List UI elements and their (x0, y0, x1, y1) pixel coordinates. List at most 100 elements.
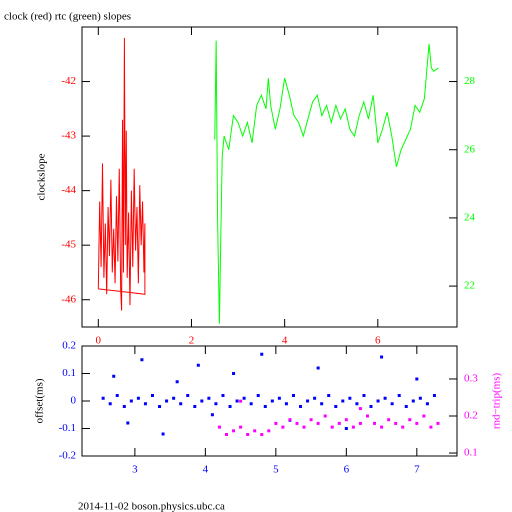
y2-tick-label: 24 (464, 211, 476, 223)
data-point (337, 421, 341, 425)
data-point (150, 394, 154, 397)
x-tick-label: 6 (344, 464, 350, 476)
x-tick-label: 0 (96, 335, 102, 347)
data-point (129, 399, 133, 403)
data-point (249, 402, 253, 406)
x-tick-label: 2 (189, 335, 195, 347)
data-point (373, 421, 377, 425)
data-point (260, 352, 264, 356)
data-point (432, 394, 436, 397)
y-tick-label: -44 (61, 184, 76, 196)
data-point (253, 429, 257, 433)
x-tick-label: 6 (375, 335, 381, 347)
data-point (313, 396, 317, 400)
y-tick-label: 0.2 (62, 340, 76, 352)
data-point (358, 421, 362, 425)
data-point (242, 396, 246, 400)
data-point (186, 394, 190, 397)
data-point (330, 425, 334, 429)
data-point (270, 399, 274, 403)
data-point (221, 394, 225, 397)
data-point (344, 427, 348, 430)
y2-tick-label: 0.1 (464, 447, 478, 459)
data-point (341, 399, 345, 403)
data-point (334, 405, 338, 408)
y-tick-label: -43 (61, 130, 76, 142)
data-line (214, 40, 439, 324)
data-point (232, 372, 236, 375)
data-point (355, 402, 359, 406)
data-point (306, 399, 310, 403)
data-point (165, 399, 169, 403)
data-point (196, 363, 200, 367)
y2-tick-label: 28 (464, 75, 476, 87)
y-tick-label: -0.2 (59, 450, 76, 462)
data-point (281, 425, 285, 429)
data-point (179, 402, 183, 406)
data-point (436, 421, 440, 425)
data-point (383, 396, 387, 400)
data-point (143, 402, 147, 406)
data-point (284, 402, 288, 406)
data-point (288, 418, 292, 422)
data-point (309, 418, 313, 422)
data-point (362, 394, 366, 397)
y-axis-label: offset(ms) (34, 378, 46, 423)
data-point (365, 414, 369, 418)
chart-title: clock (red) rtc (green) slopes (4, 11, 131, 23)
data-point (260, 433, 264, 437)
data-point (210, 413, 214, 417)
data-point (161, 432, 165, 436)
data-point (246, 433, 250, 437)
y-tick-label: -42 (61, 75, 76, 87)
data-point (320, 402, 324, 406)
x-tick-label: 4 (282, 335, 288, 347)
x-tick-label: 4 (203, 464, 209, 476)
data-point (327, 394, 331, 397)
data-point (256, 394, 260, 397)
y-tick-label: -0.1 (59, 422, 76, 434)
data-point (302, 425, 306, 429)
data-point (415, 377, 419, 381)
data-point (193, 405, 197, 408)
data-point (136, 396, 140, 400)
data-point (323, 414, 327, 418)
data-point (274, 421, 278, 425)
data-point (299, 405, 303, 408)
data-point (351, 425, 355, 429)
data-point (267, 429, 271, 433)
data-point (316, 366, 320, 370)
data-point (291, 394, 295, 397)
data-point (422, 414, 426, 418)
data-point (217, 425, 221, 429)
data-point (418, 396, 422, 400)
data-point (358, 407, 362, 411)
y2-tick-label: 0.2 (464, 410, 478, 422)
data-point (225, 433, 229, 437)
footer: 2014-11-02 boson.physics.ubc.ca (78, 501, 225, 512)
y2-axis-label: rnd−trip(ms) (491, 373, 503, 430)
data-point (115, 394, 119, 397)
data-point (175, 380, 179, 384)
y2-tick-label: 22 (464, 280, 475, 292)
data-point (404, 405, 408, 408)
data-point (344, 418, 348, 422)
data-point (394, 421, 398, 425)
data-point (397, 394, 401, 397)
data-point (415, 421, 419, 425)
data-point (108, 402, 112, 406)
data-point (101, 396, 105, 400)
data-point (429, 425, 433, 429)
data-point (295, 421, 299, 425)
data-line (97, 37, 146, 311)
data-point (387, 418, 391, 422)
data-point (232, 429, 236, 433)
y2-tick-label: 0.3 (464, 372, 478, 384)
y-axis-label: clockslope (36, 153, 48, 200)
data-point (401, 425, 405, 429)
x-tick-label: 5 (273, 464, 279, 476)
data-point (348, 396, 352, 400)
data-point (158, 405, 162, 408)
